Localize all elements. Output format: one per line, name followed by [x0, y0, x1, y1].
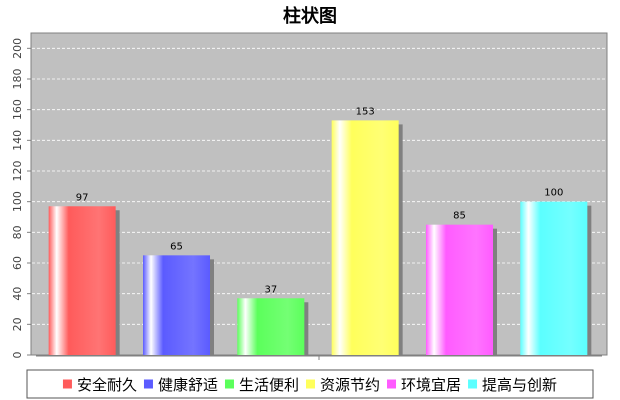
legend-item-6: 提高与创新: [468, 376, 557, 394]
legend-swatch: [468, 379, 478, 389]
y-tick-label: 0: [11, 352, 24, 359]
y-axis: 0 20 40 60 80 100 120 140 160 180 200: [11, 33, 32, 359]
legend-label: 资源节约: [320, 376, 380, 394]
legend: 安全耐久 健康舒适 生活便利 资源节约 环境宜居 提高与创新: [26, 369, 594, 399]
legend-item-2: 健康舒适: [143, 376, 218, 394]
y-tick-label: 140: [11, 130, 24, 151]
data-label-3: 37: [264, 284, 277, 295]
legend-swatch: [306, 379, 315, 389]
y-tick-label: 40: [11, 287, 24, 301]
y-tick-label: 60: [11, 256, 24, 270]
bar-6: [520, 201, 588, 355]
legend-swatch: [62, 379, 72, 389]
y-tick-label: 120: [11, 161, 24, 182]
legend-label: 提高与创新: [482, 376, 557, 394]
data-label-5: 85: [453, 211, 466, 222]
y-tick-label: 100: [11, 191, 24, 212]
y-tick-label: 20: [11, 317, 24, 331]
legend-item-5: 环境宜居: [387, 376, 461, 394]
legend-swatch: [387, 379, 397, 389]
grid-lines: [32, 47, 606, 325]
legend-item-1: 安全耐久: [62, 376, 137, 394]
x-axis: [36, 355, 602, 360]
bar-2: [143, 255, 210, 355]
legend-item-4: 资源节约: [306, 376, 380, 394]
plot-area: [30, 32, 608, 356]
legend-swatch: [224, 379, 234, 389]
chart-title: 柱状图: [283, 5, 337, 27]
legend-label: 安全耐久: [77, 376, 137, 394]
data-label-1: 97: [76, 192, 89, 203]
y-tick-label: 80: [11, 225, 24, 239]
data-labels: 97 65 37 153 85 100: [76, 106, 564, 295]
legend-item-3: 生活便利: [224, 376, 299, 394]
bar-3: [237, 298, 305, 355]
bar-1: [48, 206, 116, 355]
legend-label: 生活便利: [239, 376, 299, 394]
bar-series: [48, 120, 592, 356]
legend-label: 健康舒适: [158, 376, 218, 394]
y-tick-label: 160: [11, 99, 24, 120]
data-label-4: 153: [356, 106, 375, 117]
bar-4: [331, 120, 399, 356]
data-label-6: 100: [544, 188, 563, 199]
data-label-2: 65: [170, 241, 183, 252]
legend-label: 环境宜居: [401, 376, 461, 394]
y-tick-label: 180: [11, 69, 24, 90]
y-tick-label: 200: [11, 38, 24, 59]
legend-swatch: [143, 379, 153, 389]
bar-5: [426, 224, 493, 355]
